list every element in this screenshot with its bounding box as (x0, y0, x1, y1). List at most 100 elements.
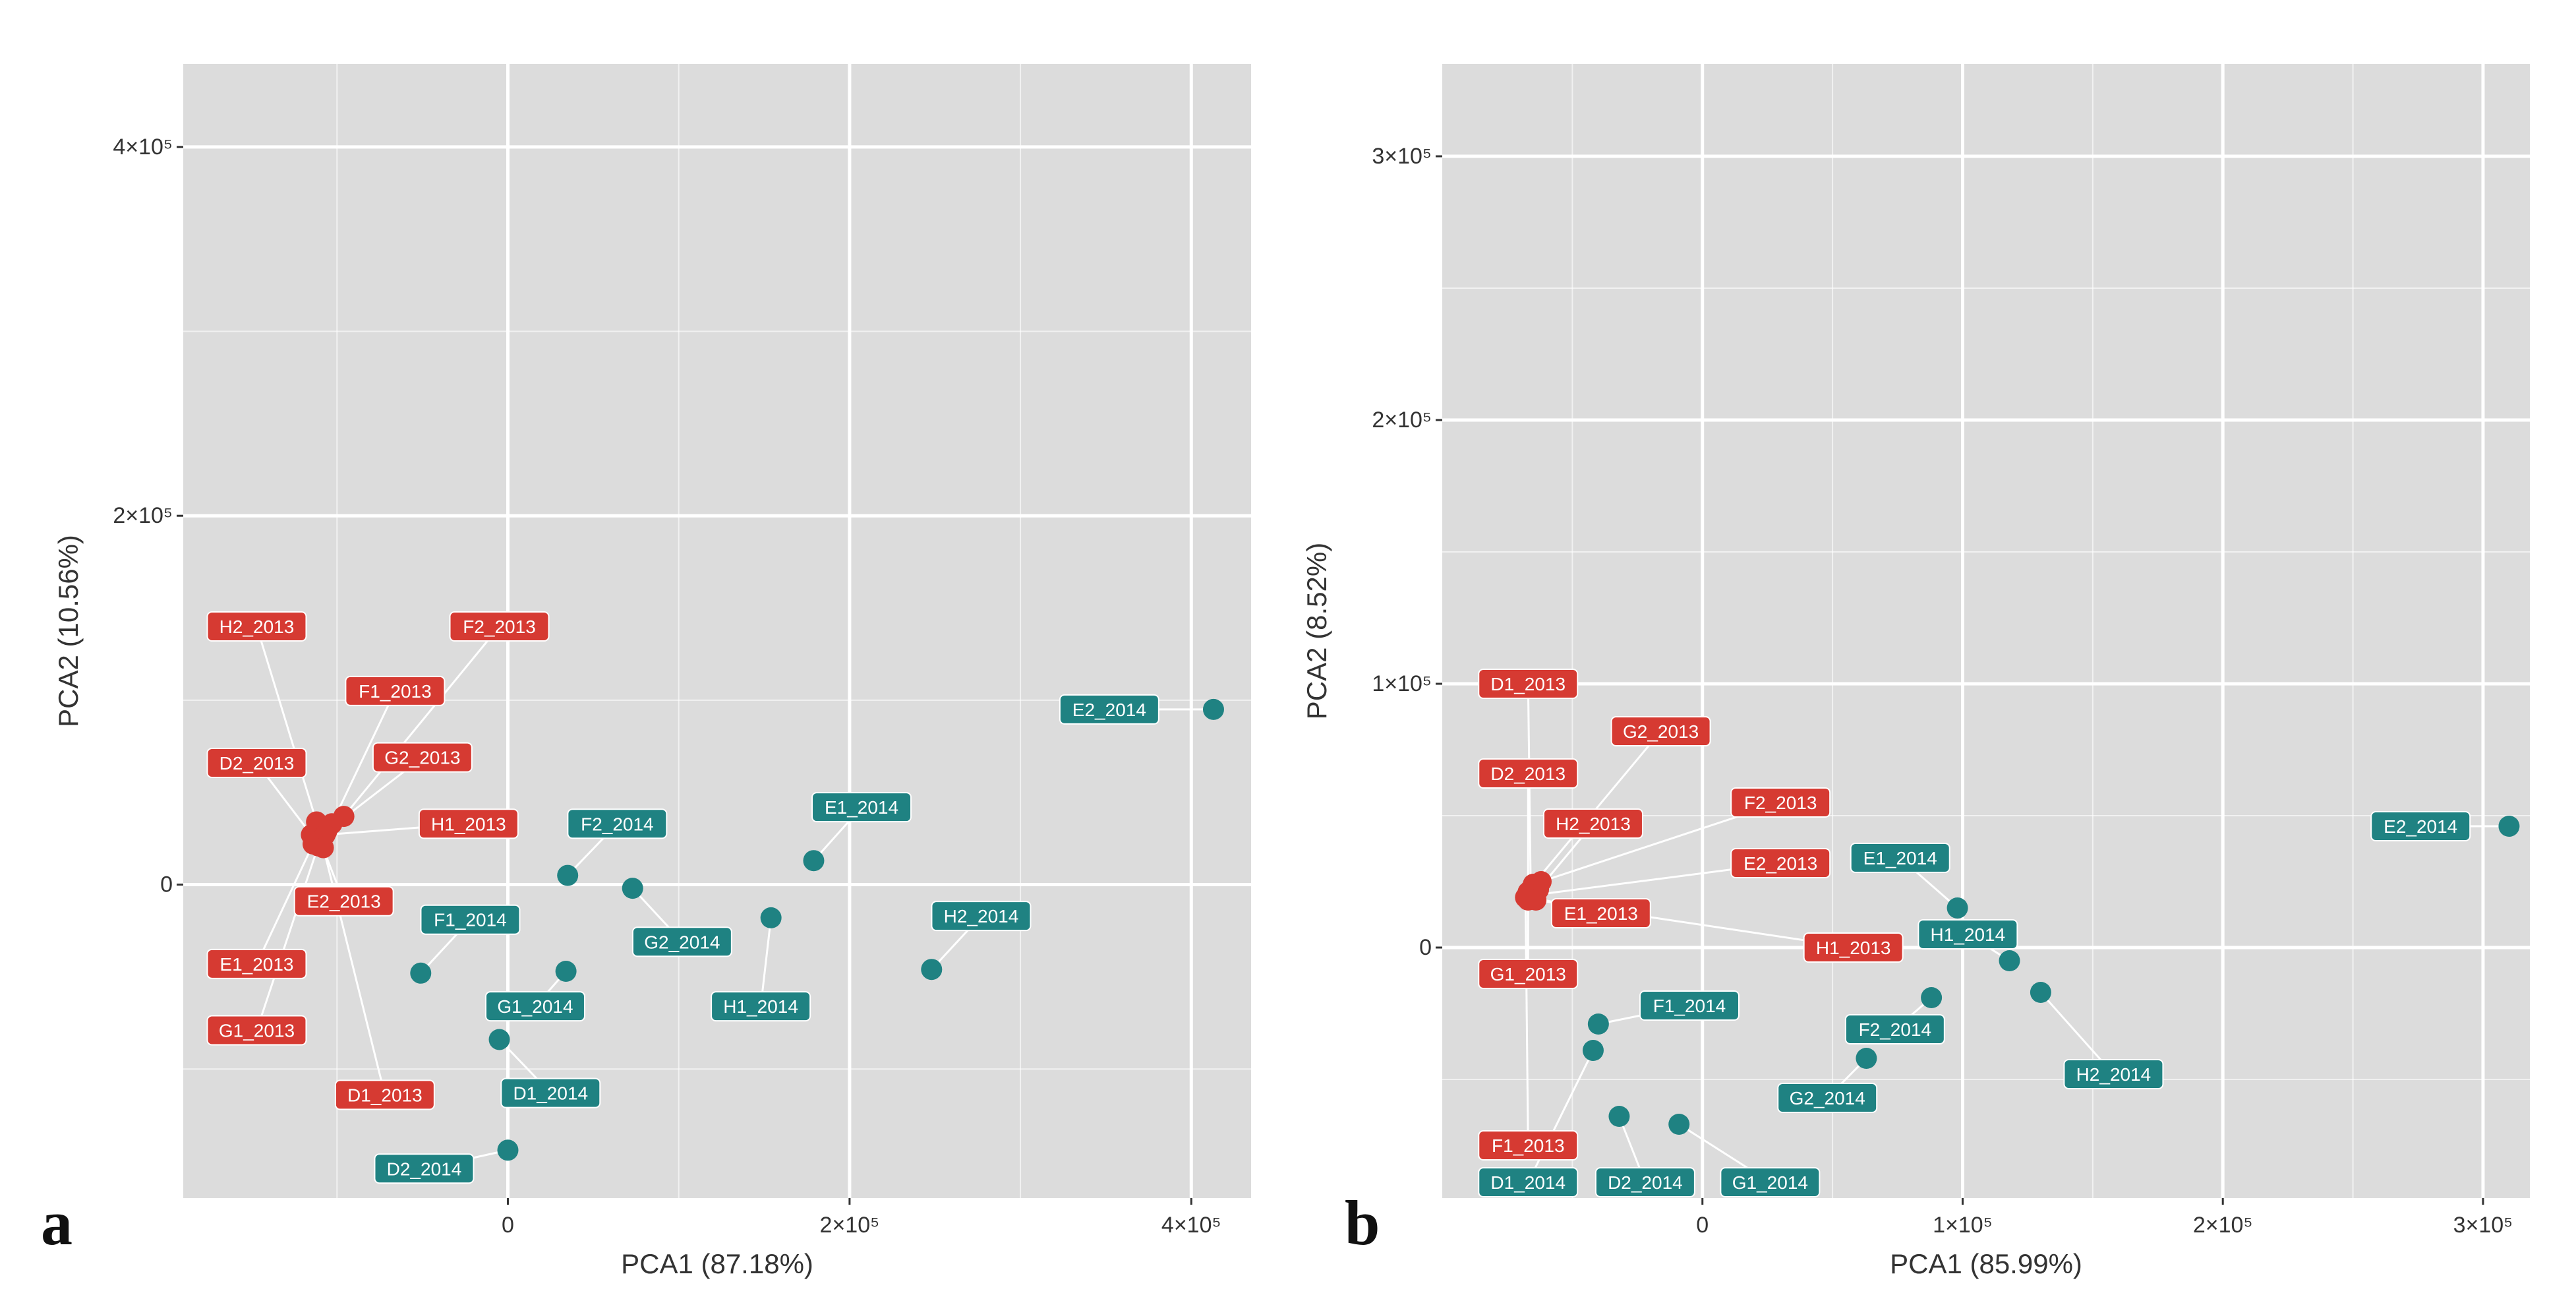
point-label-box (334, 1079, 435, 1110)
panel-b-y-axis-label: PCA2 (8.52%) (1301, 543, 1332, 719)
point-label-box (420, 904, 521, 935)
point-label-text: H2_2014 (2076, 1064, 2152, 1085)
point-label-d2-2014: D2_2014 (1595, 1167, 1695, 1197)
point-label-g2-2013: G2_2013 (372, 742, 473, 773)
point-label-box (206, 948, 307, 979)
point-label-d1-2014: D1_2014 (1478, 1167, 1579, 1197)
panel-b-grid (1442, 64, 2530, 1198)
leader-line (331, 690, 396, 824)
panel-a-point-labels: H2_2013 F2_2013 F1_2013 D2_2013 G2_2013 H1_20… (206, 611, 1159, 1184)
y-tick-label: 4×10⁵ (113, 135, 173, 160)
panel-b: 0 1×10⁵ 2×10⁵ 3×10⁵ 0 1×10⁵ 2×10⁵ 3×10⁵ D1_2013… (1301, 64, 2530, 1279)
point-label-text: D2_2013 (220, 753, 295, 773)
point-label-text: F2_2014 (581, 814, 654, 834)
point-label-f2-2014: F2_2014 (1844, 1014, 1945, 1044)
point-label-e2-2014: E2_2014 (1059, 694, 1159, 725)
leader-line (256, 843, 314, 965)
point-label-e1-2013: E1_2013 (1550, 898, 1651, 928)
data-point-f1-2013 (1515, 887, 1537, 908)
data-point-d2-2014 (1608, 1106, 1630, 1127)
point-label-e1-2014: E1_2014 (811, 792, 912, 823)
point-label-text: D2_2013 (1490, 764, 1566, 784)
point-label-box (811, 792, 912, 823)
leader-line (256, 845, 320, 1031)
point-label-text: E2_2013 (1743, 853, 1817, 874)
point-label-text: G2_2014 (644, 932, 720, 952)
data-point-h2-2014 (921, 959, 943, 981)
leader-line (1533, 731, 1662, 885)
data-point-e1-2014 (803, 850, 825, 872)
point-label-box (206, 1015, 307, 1046)
point-label-f1-2014: F1_2014 (1639, 990, 1740, 1021)
x-tick-label: 0 (502, 1213, 514, 1238)
point-label-box (1720, 1167, 1821, 1197)
point-label-box (631, 926, 732, 957)
panel-a-points (301, 698, 1224, 1161)
point-label-g2-2014: G2_2014 (1777, 1083, 1878, 1113)
point-label-text: H2_2013 (1556, 814, 1631, 834)
point-label-box (2063, 1059, 2164, 1089)
point-label-box (1639, 990, 1740, 1021)
point-label-e2-2014: E2_2014 (2370, 811, 2471, 841)
point-label-box (206, 611, 307, 642)
y-tick-label: 2×10⁵ (1372, 408, 1432, 433)
panel-b-letter: b (1345, 1188, 1380, 1258)
data-point-f1-2014 (1587, 1013, 1609, 1035)
point-label-g1-2014: G1_2014 (1720, 1167, 1821, 1197)
leader-line (256, 626, 318, 822)
data-point-e2-2014 (1202, 698, 1224, 720)
point-label-text: E2_2013 (307, 891, 381, 912)
point-label-e1-2013: E1_2013 (206, 948, 307, 979)
x-tick-label: 3×10⁵ (2453, 1213, 2513, 1238)
point-label-text: F2_2013 (1744, 793, 1817, 813)
point-label-text: F2_2013 (463, 617, 536, 637)
point-label-h2-2013: H2_2013 (206, 611, 307, 642)
point-label-text: F1_2013 (1492, 1135, 1565, 1156)
point-label-box (1478, 1130, 1579, 1161)
data-point-d1-2014 (1582, 1040, 1604, 1061)
point-label-g2-2014: G2_2014 (631, 926, 732, 957)
point-label-h1-2014: H1_2014 (711, 991, 811, 1022)
panel-a-x-axis-label: PCA1 (87.18%) (621, 1248, 813, 1279)
leader-line (1524, 897, 1529, 1146)
point-label-box (345, 675, 446, 706)
leader-line (343, 626, 500, 818)
point-label-d1-2013: D1_2013 (1478, 669, 1579, 699)
point-label-text: H1_2013 (1816, 938, 1891, 958)
x-tick-label: 4×10⁵ (1161, 1213, 1221, 1238)
point-label-e1-2014: E1_2014 (1850, 843, 1950, 873)
point-label-f2-2014: F2_2014 (567, 808, 668, 839)
point-label-h1-2014: H1_2014 (1917, 919, 2018, 950)
point-label-d1-2014: D1_2014 (500, 1077, 601, 1108)
point-label-text: G1_2013 (219, 1020, 295, 1041)
point-label-box (293, 886, 394, 917)
panel-b-point-labels: D1_2013 G2_2013 D2_2013 F2_2013 H2_2013 E2_20… (1478, 669, 2471, 1197)
data-point-e1-2014 (1947, 897, 1968, 919)
point-label-text: F1_2014 (434, 910, 507, 930)
y-tick-label: 0 (1419, 935, 1432, 960)
point-label-box (1478, 959, 1579, 989)
point-label-box (1550, 898, 1651, 928)
point-label-text: D1_2014 (513, 1083, 588, 1104)
point-label-text: E1_2014 (1863, 848, 1937, 868)
x-tick-label: 2×10⁵ (820, 1213, 880, 1238)
point-label-text: E2_2014 (2384, 816, 2457, 837)
point-label-h2-2013: H2_2013 (1542, 808, 1643, 839)
point-label-box (372, 742, 473, 773)
y-tick-label: 2×10⁵ (113, 503, 173, 528)
point-label-e2-2013: E2_2013 (293, 886, 394, 917)
panel-a: 0 2×10⁵ 4×10⁵ 0 2×10⁵ 4×10⁵ H2_2013 F2_2013 F1_… (41, 64, 1251, 1279)
data-point-d1-2014 (488, 1029, 510, 1050)
point-label-text: G2_2013 (384, 748, 460, 768)
point-label-text: H2_2014 (944, 906, 1019, 926)
point-label-g2-2013: G2_2013 (1610, 716, 1711, 746)
data-point-g1-2014 (555, 961, 577, 982)
data-point-h2-2014 (2030, 982, 2051, 1003)
point-label-text: H1_2014 (723, 996, 798, 1017)
point-label-text: H1_2014 (1931, 924, 2006, 945)
point-label-box (2370, 811, 2471, 841)
panel-b-ticks: 0 1×10⁵ 2×10⁵ 3×10⁵ 0 1×10⁵ 2×10⁵ 3×10⁵ (1372, 144, 2513, 1238)
point-label-box (449, 611, 550, 642)
point-label-text: F1_2014 (1653, 996, 1726, 1016)
point-label-text: G1_2013 (1490, 964, 1566, 984)
